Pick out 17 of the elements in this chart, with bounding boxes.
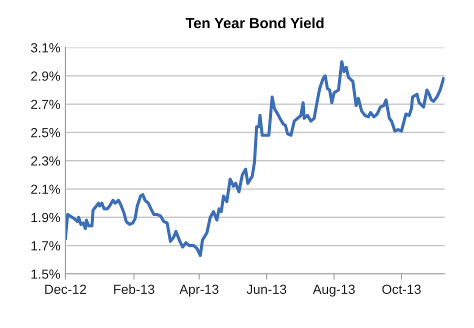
x-tick-label: Feb-13 [114,284,154,294]
chart-title: Ten Year Bond Yield [186,18,324,28]
y-tick-label: 2.3% [31,156,60,166]
x-tick-label: Dec-12 [45,284,86,294]
y-tick-label: 2.1% [31,184,60,194]
y-tick-label: 2.9% [31,71,60,81]
x-tick-label: Jun-13 [246,284,286,294]
line-series [65,60,445,258]
y-tick-label: 2.5% [31,128,60,138]
y-tick-label: 1.9% [31,212,60,222]
y-tick-label: 1.7% [31,241,60,250]
x-tick-label: Apr-13 [179,284,218,297]
x-tick-label: Aug-13 [312,284,355,297]
y-tick-label: 1.5% [31,270,60,279]
y-tick-label: 2.7% [31,100,60,109]
x-tick-label: Oct-13 [382,284,421,294]
y-tick-label: 3.1% [30,43,60,52]
